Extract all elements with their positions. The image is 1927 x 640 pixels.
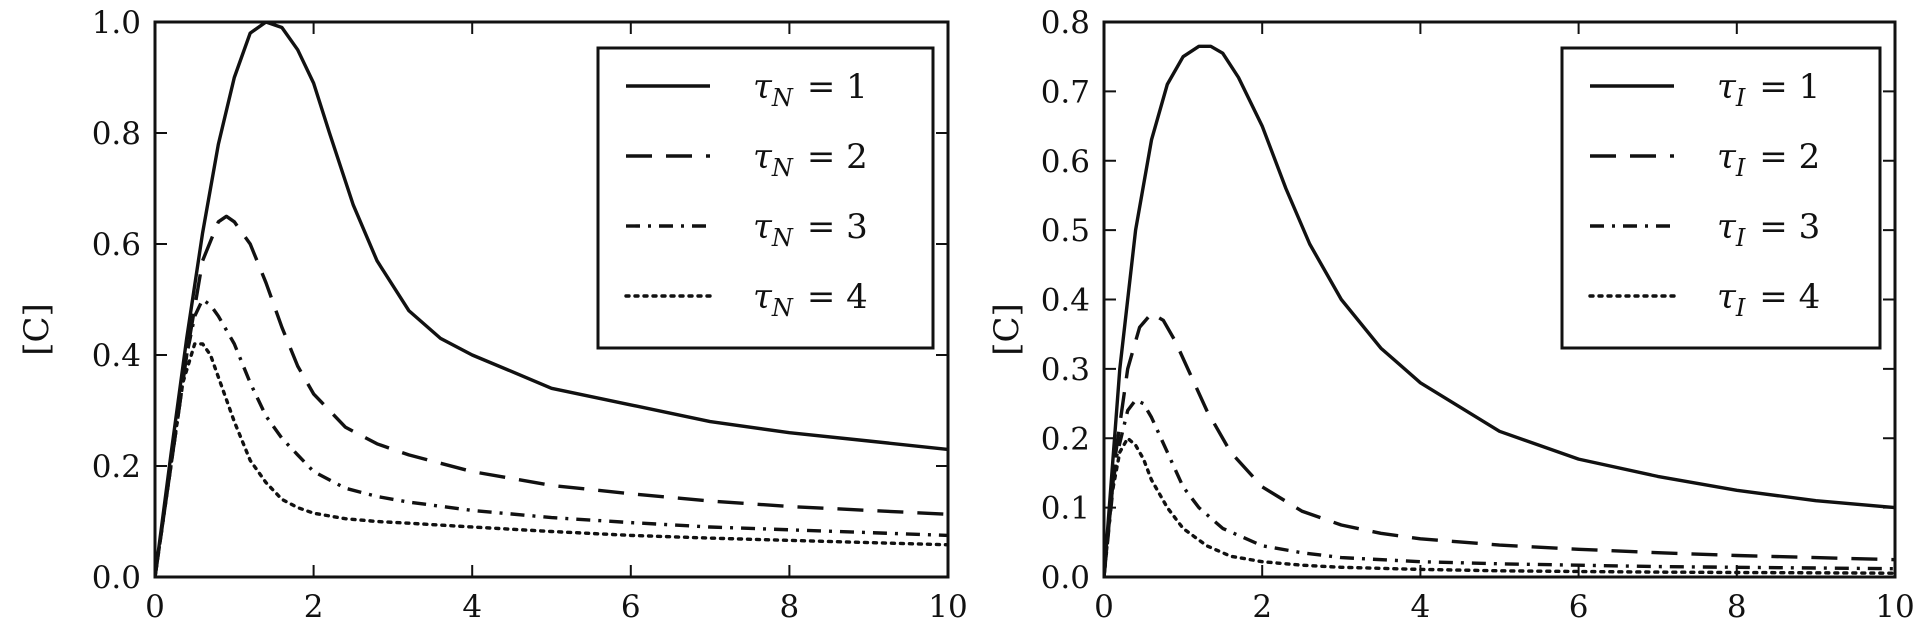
chart-panel-tau-n: 0 2 4 6 8 100.00.20.40.60.81.0[C]τN = 1τN = 2τN… [17,5,968,625]
x-tick-label: 4 [1411,589,1431,625]
x-tick-label: 6 [1569,589,1589,625]
y-tick-label: 0.6 [1041,144,1090,180]
legend-box [1560,46,1882,350]
x-tick-label: 10 [1875,589,1914,625]
x-tick-label: 6 [621,589,641,625]
legend-label-2: τI = 2 [1717,137,1820,182]
x-tick-label: 8 [1727,589,1747,625]
series-line-4 [155,342,948,577]
y-tick-label: 0.1 [1041,491,1090,527]
y-tick-label: 0.2 [92,449,141,485]
x-tick-label: 0 [1094,589,1114,625]
y-tick-label: 0.0 [92,560,141,596]
x-tick-label: 10 [928,589,967,625]
legend-label-1: τI = 1 [1717,67,1820,112]
x-tick-label: 2 [304,589,324,625]
chart-panel-tau-i: 0 2 4 6 8 10 0.0 0.1 0.2 0.3 0.4 0.5 0.6 0.7 0.8 [C] τI =… [987,5,1915,625]
y-tick-label: 0.5 [1041,213,1090,249]
legend-label-3: τI = 3 [1717,207,1820,252]
legend-label-4: τI = 4 [1717,277,1820,322]
series-line-1 [1104,44,1895,577]
y-tick-label: 0.8 [1041,5,1090,41]
legend-label-3: τN = 3 [753,207,868,252]
legend-label-1: τN = 1 [753,67,868,112]
x-tick-label: 0 [145,589,165,625]
series-line-3 [1104,398,1895,577]
legend-label-4: τN = 4 [753,277,868,322]
series-line-4 [1104,436,1895,577]
legend: τN = 1 τN = 2 τN = 3 τN = 4 [596,46,935,350]
series-line-2 [1104,311,1895,577]
legend-box [596,46,935,350]
series-line-3 [155,297,948,577]
x-tick-label: 2 [1252,589,1272,625]
y-tick-label: 0.6 [92,227,141,263]
y-tick-label: 0.8 [92,116,141,152]
axes-frame [153,20,950,579]
y-axis-label: [C] [17,303,57,356]
x-tick-label: 8 [780,589,800,625]
legend-label-2: τN = 2 [753,137,868,182]
y-tick-label: 1.0 [92,5,141,41]
y-tick-label: 0.7 [1041,74,1090,110]
y-axis-label: [C] [987,303,1027,356]
y-tick-label: 0.3 [1041,352,1090,388]
y-tick-label: 0.4 [1041,283,1090,319]
x-tick-label: 4 [462,589,482,625]
legend: τI = 1 τI = 2 τI = 3 τI = 4 [1560,46,1882,350]
y-tick-label: 0.2 [1041,421,1090,457]
series-line-2 [155,214,948,577]
y-tick-label: 0.0 [1041,560,1090,596]
series-line-1 [155,22,948,577]
y-tick-label: 0.4 [92,338,141,374]
